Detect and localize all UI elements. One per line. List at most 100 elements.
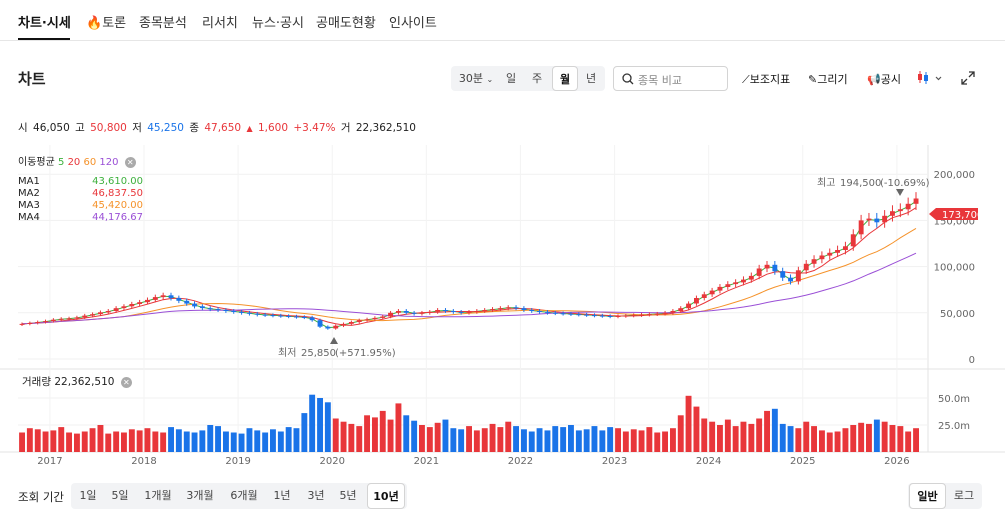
volume-bar — [403, 415, 410, 452]
low-annot-label: 최저 — [278, 347, 296, 359]
disclosure-button[interactable]: 📢공시 — [867, 71, 901, 87]
fullscreen-icon[interactable] — [961, 71, 975, 85]
candle-body — [631, 315, 637, 317]
pencil-icon: ✎ — [808, 73, 818, 86]
compare-search-input[interactable]: 종목 비교 — [613, 66, 728, 91]
candle-body — [223, 310, 229, 311]
volume-bar — [615, 428, 621, 452]
chart-title: 차트 — [18, 70, 46, 88]
candle-body — [615, 316, 621, 317]
low-annot-pct: (+571.95%) — [335, 348, 396, 359]
disclosure-label: 공시 — [880, 73, 901, 86]
chevron-down-icon — [935, 76, 942, 81]
volume-bar — [160, 432, 167, 452]
volume-bar — [136, 430, 143, 452]
tab-chart-quote[interactable]: 차트·시세 — [18, 16, 71, 31]
range-10y[interactable]: 10년 — [367, 483, 405, 509]
volume-bar — [223, 431, 229, 452]
volume-bar — [317, 398, 323, 452]
ma4-name: MA4 — [18, 212, 40, 223]
candle-body — [811, 259, 817, 264]
candle-body — [192, 303, 197, 307]
candle-body — [725, 284, 731, 287]
chart-grid — [0, 145, 1005, 453]
candle-body — [301, 317, 307, 318]
range-5y[interactable]: 5년 — [339, 489, 357, 502]
tab-news[interactable]: 뉴스·공시 — [252, 16, 304, 31]
volume-bar — [724, 419, 731, 452]
high-annot-value: 194,500 — [840, 178, 881, 189]
volume-bar — [905, 431, 912, 452]
scale-selector: 일반 로그 — [908, 483, 982, 509]
period-month[interactable]: 월 — [552, 66, 578, 91]
range-1d[interactable]: 1일 — [79, 489, 97, 502]
volume-tick-label: 50.0m — [938, 394, 970, 405]
high-annot-pct: (-10.69%) — [880, 178, 930, 189]
open-value: 46,050 — [33, 122, 70, 134]
range-3m[interactable]: 3개월 — [186, 489, 214, 502]
close-icon[interactable]: ✕ — [120, 376, 132, 388]
volume-bars — [19, 394, 919, 452]
candle-body — [670, 311, 676, 313]
volume-bar — [638, 430, 645, 452]
candle-body — [474, 311, 480, 312]
draw-button[interactable]: ✎그리기 — [808, 71, 848, 87]
price-chart[interactable]: 0 50,000 100,000 150,000 200,000 25.0m 50.0m 20… — [0, 145, 1005, 465]
candle-body — [686, 303, 691, 309]
range-1m[interactable]: 1개월 — [144, 489, 172, 502]
range-5d[interactable]: 5일 — [111, 489, 129, 502]
candle-body — [772, 264, 778, 272]
candle-body — [90, 314, 95, 316]
range-1y[interactable]: 1년 — [273, 489, 291, 502]
close-icon[interactable]: ✕ — [124, 156, 136, 168]
indicator-button[interactable]: ⟋보조지표 — [742, 71, 790, 87]
volume-bar — [560, 427, 567, 452]
candle-body — [207, 308, 213, 310]
chart-type-button[interactable] — [917, 70, 945, 86]
volume-bar — [873, 419, 880, 452]
ma1-row: MA1 43,610.00 — [18, 176, 143, 187]
scale-linear[interactable]: 일반 — [909, 483, 946, 509]
volume-bar — [324, 402, 331, 452]
ma-period-60: 60 — [83, 157, 97, 168]
candle-body — [270, 315, 276, 317]
candles — [19, 192, 919, 330]
period-week[interactable]: 주 — [531, 72, 543, 85]
search-icon — [622, 73, 634, 85]
volume-bar — [395, 403, 402, 452]
tab-short-selling[interactable]: 공매도현황 — [316, 16, 376, 31]
candle-body — [286, 316, 292, 317]
volume-bar — [387, 419, 394, 452]
tab-discussion[interactable]: 🔥토론 — [86, 12, 126, 31]
volume-bar — [332, 418, 339, 452]
volume-bar — [285, 427, 292, 452]
range-6m[interactable]: 6개월 — [230, 489, 258, 502]
low-marker-icon — [330, 337, 338, 344]
volume-bar — [732, 426, 739, 452]
candle-body — [466, 311, 472, 313]
volume-bar — [677, 415, 684, 452]
low-value: 45,250 — [147, 122, 184, 134]
scale-log[interactable]: 로그 — [953, 489, 975, 502]
volume-bar — [858, 422, 865, 452]
volume-bar — [497, 427, 504, 452]
candle-body — [348, 322, 354, 324]
low-annotation: 최저 25,850 (+571.95%) — [278, 337, 396, 359]
candle-body — [545, 311, 550, 313]
interval-dropdown[interactable]: 30분 ⌄ — [455, 66, 497, 91]
active-tab-indicator — [18, 38, 70, 40]
tab-insight[interactable]: 인사이트 — [389, 16, 437, 31]
period-year[interactable]: 년 — [585, 72, 597, 85]
volume-bar — [434, 422, 441, 452]
volume-bar — [215, 426, 221, 452]
candle-body — [325, 326, 331, 329]
volume-bar — [58, 427, 65, 452]
range-3y[interactable]: 3년 — [307, 489, 325, 502]
tab-analysis[interactable]: 종목분석 — [139, 16, 187, 31]
period-day[interactable]: 일 — [505, 72, 517, 85]
candle-body — [254, 313, 260, 315]
candle-body — [380, 316, 386, 318]
candle-body — [897, 209, 903, 212]
tab-research[interactable]: 리서치 — [202, 16, 238, 31]
volume-bar — [473, 430, 480, 452]
